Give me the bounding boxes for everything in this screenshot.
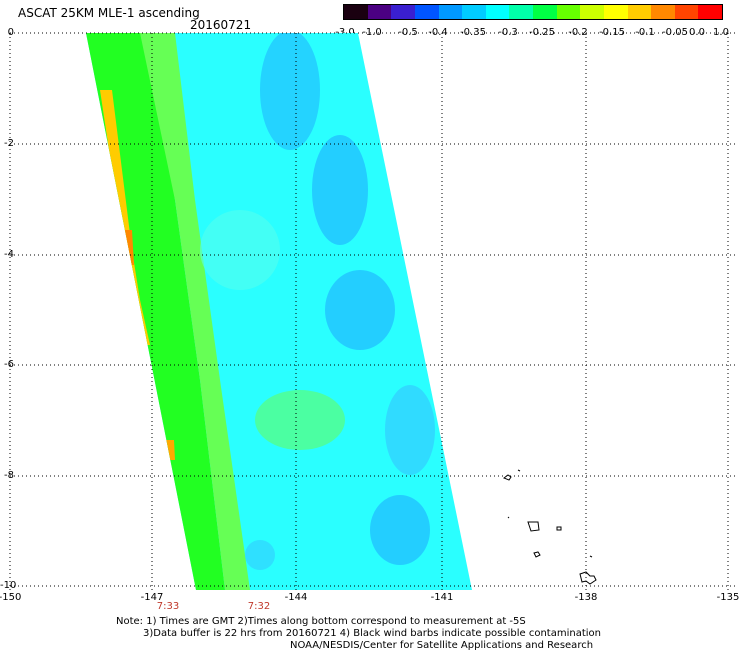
lat-label-6s: -6 — [4, 359, 14, 370]
time-label-732: 7:32 — [247, 601, 271, 612]
color-scale-segment — [580, 5, 604, 19]
color-scale-segment — [651, 5, 675, 19]
color-scale-bar — [343, 4, 723, 20]
time-label-733: 7:33 — [156, 601, 180, 612]
islands — [502, 469, 597, 585]
color-scale-label: -1.0 — [362, 27, 382, 38]
lat-label-0: 0 — [7, 27, 14, 38]
note-line-3: NOAA/NESDIS/Center for Satellite Applica… — [290, 640, 594, 651]
lat-label-4s: -4 — [4, 249, 14, 260]
note-line-1: Note: 1) Times are GMT 2)Times along bot… — [116, 616, 526, 627]
color-scale-segment — [438, 5, 463, 19]
swath-color-region — [385, 385, 435, 475]
color-scale-label: -0.5 — [398, 27, 418, 38]
color-scale-segment — [674, 5, 699, 19]
lat-lon-grid — [9, 32, 735, 590]
swath-color-region — [245, 540, 275, 570]
lat-label-10s: -10 — [0, 580, 17, 591]
lat-label-8s: -8 — [4, 470, 14, 481]
color-scale-segment — [603, 5, 628, 19]
color-scale-segment — [627, 5, 652, 19]
color-scale-segment — [509, 5, 533, 19]
swath-color-region — [370, 495, 430, 565]
color-scale-label: 0.0 — [689, 27, 705, 38]
swath-color-region — [325, 270, 395, 350]
lon-label-150w: -150 — [0, 592, 22, 603]
color-scale-label: -0.15 — [599, 27, 625, 38]
swath-color-region — [140, 33, 250, 590]
product-title: ASCAT 25KM MLE-1 ascending — [18, 6, 200, 20]
product-date: 20160721 — [190, 18, 252, 32]
color-scale-segment — [533, 5, 557, 19]
color-scale-label: -0.1 — [635, 27, 655, 38]
color-scale-segment — [391, 5, 415, 19]
color-scale-segment — [414, 5, 439, 19]
lon-label-144w: -144 — [284, 592, 308, 603]
color-scale-segment — [462, 5, 486, 19]
note-line-2: 3)Data buffer is 22 hrs from 20160721 4)… — [143, 628, 601, 639]
lat-label-2s: -2 — [4, 138, 14, 149]
lon-label-135w: -135 — [716, 592, 740, 603]
color-scale-segment — [485, 5, 510, 19]
color-scale-label: 1.0 — [713, 27, 729, 38]
swath-color-region — [100, 90, 150, 345]
swath-color-region — [312, 135, 368, 245]
swath-color-region — [260, 33, 320, 150]
lon-label-138w: -138 — [574, 592, 598, 603]
swath-color-region — [165, 440, 175, 460]
lon-label-141w: -141 — [430, 592, 454, 603]
color-scale-label: -3.0 — [335, 27, 355, 38]
color-scale-label: -0.35 — [460, 27, 486, 38]
swath-color-region — [122, 230, 134, 265]
color-scale-segment — [344, 5, 368, 19]
color-scale-label: -0.3 — [498, 27, 518, 38]
color-scale-segment — [367, 5, 392, 19]
swath-color-region — [200, 210, 280, 290]
color-scale-segment — [698, 5, 722, 19]
lon-label-147w: -147 — [140, 592, 164, 603]
color-scale-segment — [556, 5, 581, 19]
swath-color-region — [255, 390, 345, 450]
